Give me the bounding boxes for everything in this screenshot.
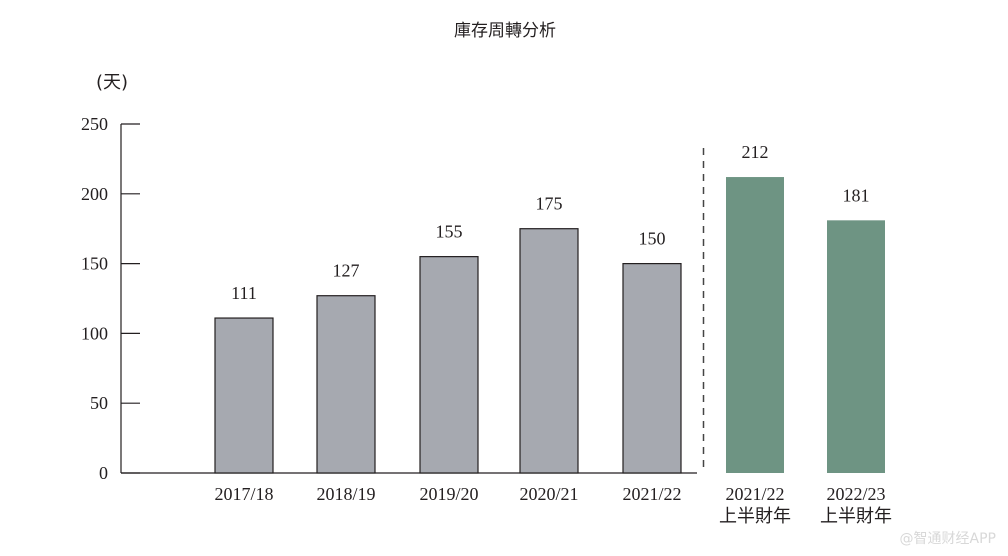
y-tick-label: 100	[81, 323, 108, 343]
y-axis-label: (天)	[96, 72, 128, 93]
x-tick-label: 上半財年	[820, 506, 892, 527]
data-label: 181	[843, 185, 870, 205]
bar	[726, 177, 784, 473]
bar	[316, 295, 376, 474]
y-tick-label: 50	[90, 393, 108, 413]
bar	[622, 263, 682, 474]
x-tick-label: 2018/19	[316, 484, 375, 504]
data-label: 212	[742, 142, 769, 162]
bar	[214, 317, 274, 474]
x-tick-label: 2021/22	[725, 484, 784, 504]
y-tick-label: 250	[81, 114, 108, 134]
y-tick-label: 200	[81, 184, 108, 204]
x-tick-label: 2020/21	[519, 484, 578, 504]
x-tick-label: 上半財年	[719, 506, 791, 527]
x-tick-label: 2019/20	[419, 484, 478, 504]
data-label: 175	[536, 194, 563, 214]
data-label: 127	[333, 261, 360, 281]
data-label: 111	[231, 283, 257, 303]
x-tick-label: 2017/18	[214, 484, 273, 504]
data-label: 155	[436, 222, 463, 242]
bar	[419, 256, 479, 474]
bar	[519, 228, 579, 474]
bar	[827, 220, 885, 473]
x-tick-label: 2021/22	[622, 484, 681, 504]
data-label: 150	[639, 229, 666, 249]
chart-title: 庫存周轉分析	[454, 21, 556, 41]
y-tick-label: 150	[81, 254, 108, 274]
x-tick-label: 2022/23	[826, 484, 885, 504]
watermark: @智通财经APP	[899, 531, 996, 547]
y-tick-label: 0	[99, 463, 108, 483]
